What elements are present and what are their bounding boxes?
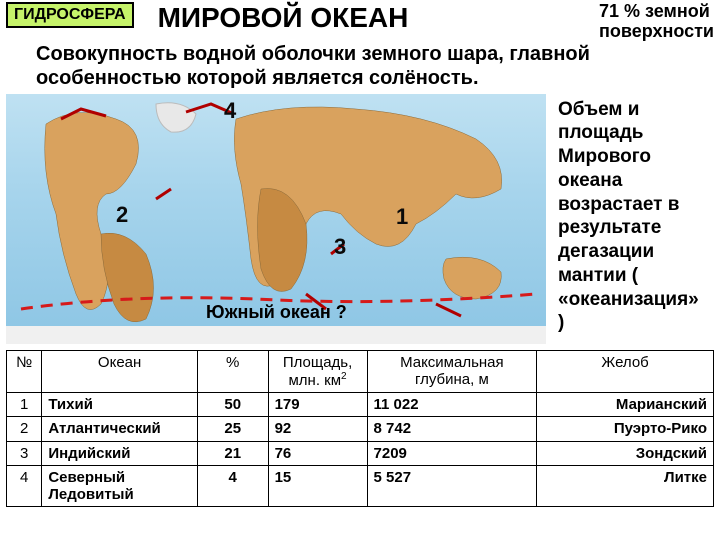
map-label-4: 4 <box>224 98 236 124</box>
southern-ocean-caption: Южный океан ? <box>206 302 347 323</box>
oceans-table: № Океан % Площадь, млн. км2 Максимальная… <box>6 350 714 508</box>
table-body: 1 Тихий 50 179 11 022 Марианский 2 Атлан… <box>7 393 714 507</box>
col-pct: % <box>197 350 268 393</box>
cell-trench: Зондский <box>537 441 714 465</box>
cell-ocean: Индийский <box>42 441 198 465</box>
table-header-row: № Океан % Площадь, млн. км2 Максимальная… <box>7 350 714 393</box>
cell-trench: Марианский <box>537 393 714 417</box>
cell-trench: Пуэрто-Рико <box>537 417 714 441</box>
cell-depth: 7209 <box>367 441 537 465</box>
cell-pct: 50 <box>197 393 268 417</box>
cell-area: 76 <box>268 441 367 465</box>
cell-num: 3 <box>7 441 42 465</box>
percent-line1: 71 % земной <box>599 2 714 22</box>
map-label-3: 3 <box>334 234 346 260</box>
cell-ocean: Северный Ледовитый <box>42 465 198 507</box>
col-depth: Максимальная глубина, м <box>367 350 537 393</box>
subtitle-text: Совокупность водной оболочки земного шар… <box>0 42 720 94</box>
cell-num: 1 <box>7 393 42 417</box>
cell-ocean: Атлантический <box>42 417 198 441</box>
earth-percent: 71 % земной поверхности <box>599 2 714 42</box>
map-label-2: 2 <box>116 202 128 228</box>
oceans-table-wrap: № Океан % Площадь, млн. км2 Максимальная… <box>0 344 720 508</box>
cell-depth: 8 742 <box>367 417 537 441</box>
col-area: Площадь, млн. км2 <box>268 350 367 393</box>
page-title: МИРОВОЙ ОКЕАН <box>158 2 409 34</box>
hydrosphere-badge: ГИДРОСФЕРА <box>6 2 134 28</box>
cell-depth: 5 527 <box>367 465 537 507</box>
side-paragraph: Объем и площадь Мирового океана возраста… <box>546 94 714 344</box>
col-trench: Желоб <box>537 350 714 393</box>
cell-pct: 25 <box>197 417 268 441</box>
cell-num: 2 <box>7 417 42 441</box>
cell-area: 179 <box>268 393 367 417</box>
col-num: № <box>7 350 42 393</box>
map-label-1: 1 <box>396 204 408 230</box>
world-map: 1 2 3 4 Южный океан ? <box>6 94 546 344</box>
cell-trench: Литке <box>537 465 714 507</box>
cell-area: 15 <box>268 465 367 507</box>
table-row: 1 Тихий 50 179 11 022 Марианский <box>7 393 714 417</box>
cell-num: 4 <box>7 465 42 507</box>
table-row: 2 Атлантический 25 92 8 742 Пуэрто-Рико <box>7 417 714 441</box>
cell-pct: 21 <box>197 441 268 465</box>
cell-ocean: Тихий <box>42 393 198 417</box>
percent-line2: поверхности <box>599 22 714 42</box>
cell-area: 92 <box>268 417 367 441</box>
table-row: 4 Северный Ледовитый 4 15 5 527 Литке <box>7 465 714 507</box>
cell-depth: 11 022 <box>367 393 537 417</box>
area-sup: 2 <box>341 371 347 382</box>
cell-pct: 4 <box>197 465 268 507</box>
table-row: 3 Индийский 21 76 7209 Зондский <box>7 441 714 465</box>
col-ocean: Океан <box>42 350 198 393</box>
